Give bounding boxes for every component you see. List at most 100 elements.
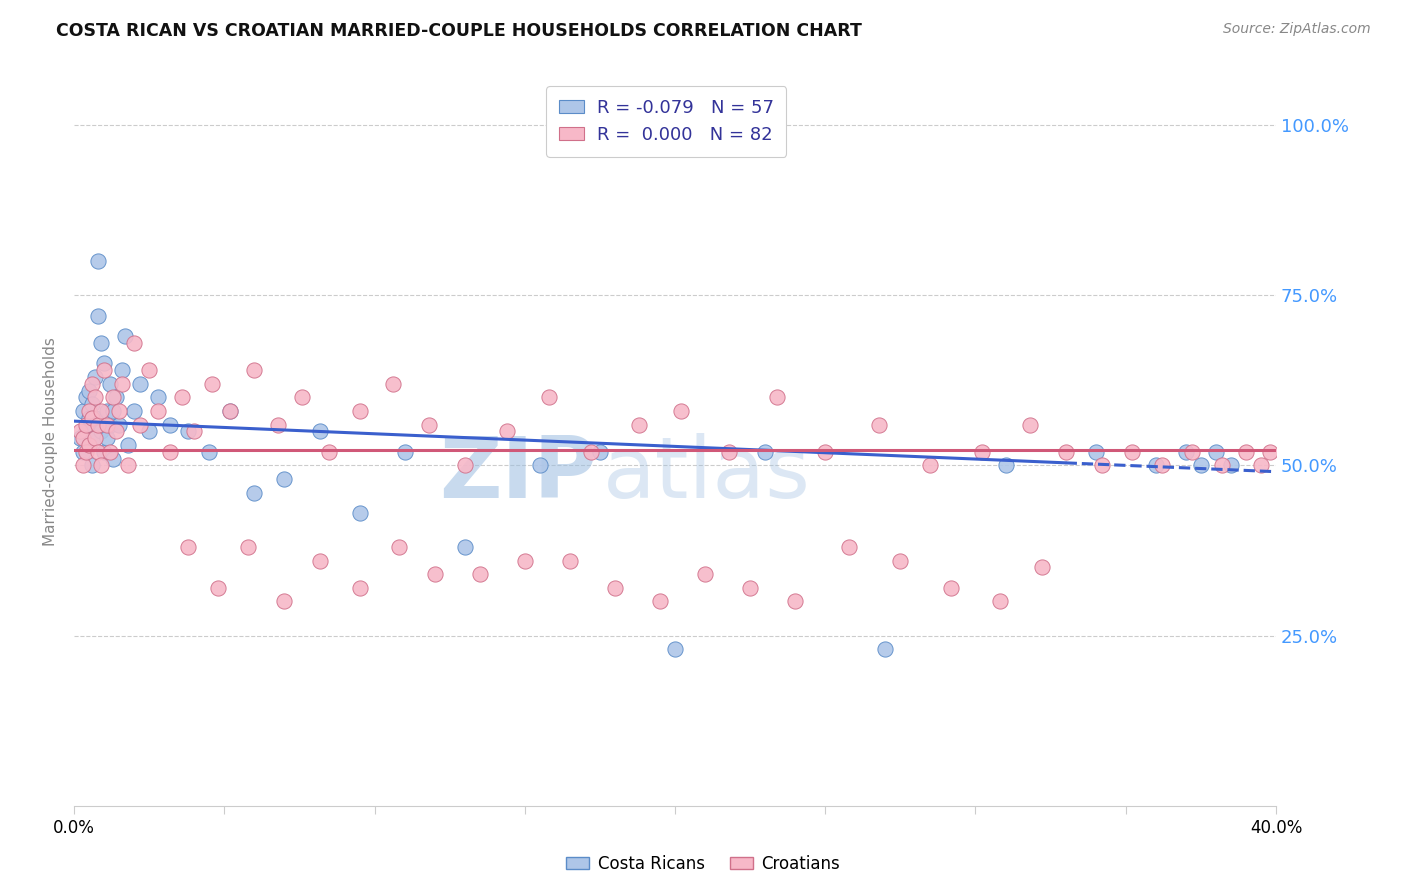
Point bbox=[1054, 444, 1077, 458]
Point bbox=[77, 384, 100, 398]
Point bbox=[77, 410, 100, 425]
Point bbox=[1018, 417, 1040, 432]
Point bbox=[603, 581, 626, 595]
Point bbox=[219, 404, 242, 418]
Point bbox=[98, 417, 121, 432]
Point bbox=[1181, 444, 1204, 458]
Point bbox=[172, 390, 194, 404]
Point bbox=[111, 376, 134, 391]
Point bbox=[75, 417, 97, 432]
Point bbox=[117, 438, 139, 452]
Point bbox=[238, 540, 260, 554]
Point bbox=[579, 444, 602, 458]
Point bbox=[291, 390, 314, 404]
Point bbox=[718, 444, 741, 458]
Point bbox=[77, 404, 100, 418]
Point bbox=[87, 444, 110, 458]
Point bbox=[273, 594, 295, 608]
Point bbox=[648, 594, 671, 608]
Y-axis label: Married-couple Households: Married-couple Households bbox=[44, 337, 58, 546]
Point bbox=[309, 554, 332, 568]
Point bbox=[177, 425, 200, 439]
Point bbox=[207, 581, 229, 595]
Point bbox=[96, 417, 118, 432]
Point bbox=[349, 506, 371, 520]
Point bbox=[1174, 444, 1197, 458]
Text: ZIP: ZIP bbox=[439, 433, 598, 516]
Point bbox=[740, 581, 762, 595]
Point bbox=[418, 417, 440, 432]
Point bbox=[183, 425, 205, 439]
Point bbox=[201, 376, 224, 391]
Point bbox=[148, 404, 170, 418]
Point bbox=[69, 431, 91, 445]
Point bbox=[108, 417, 131, 432]
Point bbox=[889, 554, 911, 568]
Point bbox=[1031, 560, 1053, 574]
Point bbox=[84, 431, 107, 445]
Point bbox=[267, 417, 290, 432]
Point bbox=[1121, 444, 1143, 458]
Point bbox=[148, 390, 170, 404]
Point bbox=[754, 444, 776, 458]
Point bbox=[75, 390, 97, 404]
Point bbox=[82, 458, 104, 473]
Text: COSTA RICAN VS CROATIAN MARRIED-COUPLE HOUSEHOLDS CORRELATION CHART: COSTA RICAN VS CROATIAN MARRIED-COUPLE H… bbox=[56, 22, 862, 40]
Point bbox=[75, 425, 97, 439]
Point bbox=[1091, 458, 1114, 473]
Point bbox=[84, 370, 107, 384]
Point bbox=[1211, 458, 1233, 473]
Point bbox=[693, 567, 716, 582]
Point bbox=[108, 404, 131, 418]
Point bbox=[1258, 444, 1281, 458]
Point bbox=[198, 444, 221, 458]
Point bbox=[96, 431, 118, 445]
Point bbox=[101, 390, 124, 404]
Point bbox=[93, 356, 115, 370]
Point bbox=[875, 642, 897, 657]
Point bbox=[243, 363, 266, 377]
Point bbox=[114, 329, 136, 343]
Point bbox=[105, 425, 128, 439]
Point bbox=[669, 404, 692, 418]
Point bbox=[529, 458, 551, 473]
Point bbox=[1234, 444, 1257, 458]
Point bbox=[1144, 458, 1167, 473]
Point bbox=[87, 417, 110, 432]
Point bbox=[84, 431, 107, 445]
Point bbox=[117, 458, 139, 473]
Point bbox=[122, 404, 145, 418]
Point bbox=[84, 410, 107, 425]
Point bbox=[243, 485, 266, 500]
Point bbox=[941, 581, 963, 595]
Point bbox=[82, 397, 104, 411]
Point bbox=[177, 540, 200, 554]
Point bbox=[423, 567, 446, 582]
Point bbox=[994, 458, 1017, 473]
Point bbox=[90, 458, 112, 473]
Point bbox=[537, 390, 560, 404]
Point bbox=[868, 417, 890, 432]
Point bbox=[77, 438, 100, 452]
Point bbox=[1189, 458, 1212, 473]
Legend: Costa Ricans, Croatians: Costa Ricans, Croatians bbox=[560, 848, 846, 880]
Point bbox=[72, 458, 94, 473]
Point bbox=[785, 594, 807, 608]
Point bbox=[381, 376, 404, 391]
Point bbox=[1250, 458, 1272, 473]
Point bbox=[513, 554, 536, 568]
Point bbox=[454, 540, 477, 554]
Point bbox=[387, 540, 409, 554]
Point bbox=[970, 444, 993, 458]
Point bbox=[468, 567, 491, 582]
Point bbox=[273, 472, 295, 486]
Point bbox=[138, 363, 160, 377]
Point bbox=[82, 417, 104, 432]
Point bbox=[988, 594, 1011, 608]
Point bbox=[98, 444, 121, 458]
Point bbox=[82, 410, 104, 425]
Point bbox=[495, 425, 517, 439]
Point bbox=[558, 554, 581, 568]
Point bbox=[1084, 444, 1107, 458]
Point bbox=[98, 376, 121, 391]
